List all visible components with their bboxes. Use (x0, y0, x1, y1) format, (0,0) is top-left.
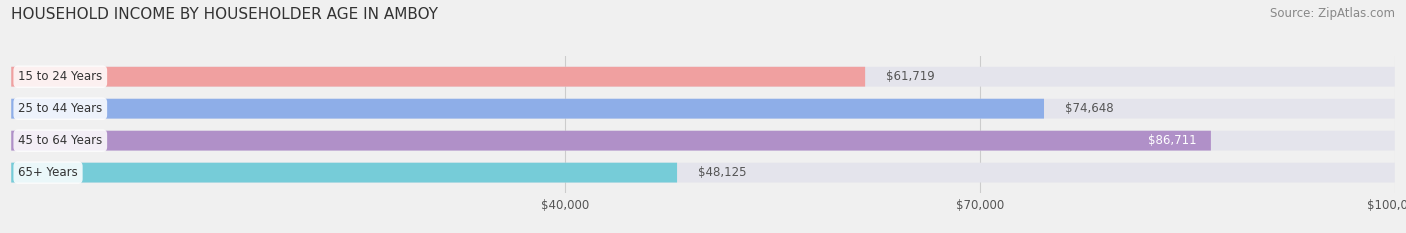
FancyBboxPatch shape (11, 131, 1395, 151)
Text: $48,125: $48,125 (697, 166, 747, 179)
FancyBboxPatch shape (11, 131, 1211, 151)
FancyBboxPatch shape (11, 99, 1395, 119)
Text: Source: ZipAtlas.com: Source: ZipAtlas.com (1270, 7, 1395, 20)
Text: $74,648: $74,648 (1064, 102, 1114, 115)
Text: $61,719: $61,719 (886, 70, 935, 83)
FancyBboxPatch shape (11, 67, 865, 87)
FancyBboxPatch shape (11, 163, 1395, 182)
Text: HOUSEHOLD INCOME BY HOUSEHOLDER AGE IN AMBOY: HOUSEHOLD INCOME BY HOUSEHOLDER AGE IN A… (11, 7, 439, 22)
Text: 15 to 24 Years: 15 to 24 Years (18, 70, 103, 83)
Text: $86,711: $86,711 (1149, 134, 1197, 147)
Text: 65+ Years: 65+ Years (18, 166, 77, 179)
Text: 25 to 44 Years: 25 to 44 Years (18, 102, 103, 115)
FancyBboxPatch shape (11, 99, 1045, 119)
FancyBboxPatch shape (11, 67, 1395, 87)
FancyBboxPatch shape (11, 163, 678, 182)
Text: 45 to 64 Years: 45 to 64 Years (18, 134, 103, 147)
